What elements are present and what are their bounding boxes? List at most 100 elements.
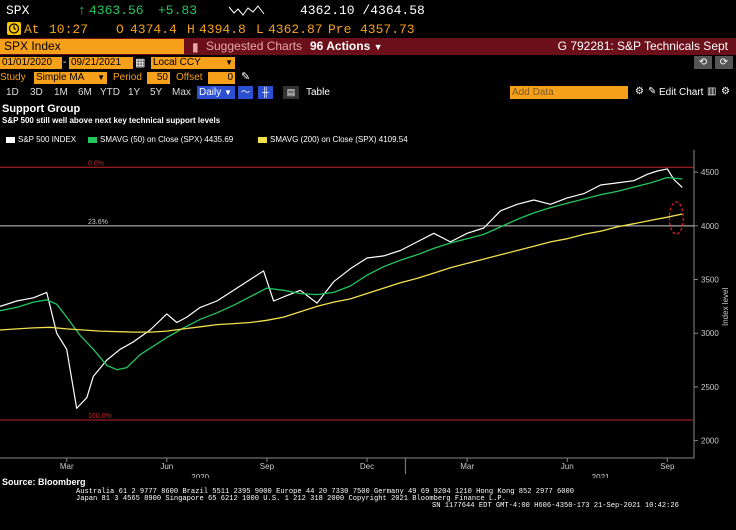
title-bar: SPX Index ▮ Suggested Charts 96 Actions … — [0, 38, 736, 55]
date-separator: - — [63, 57, 67, 68]
y-tick-label: 2000 — [701, 437, 719, 446]
low-value: 4362.87 — [268, 22, 323, 37]
x-tick-label: Jun — [561, 462, 574, 471]
security-tab[interactable]: SPX Index — [0, 39, 184, 54]
price-chart[interactable]: 2000 2500 3000 3500 4000 4500 Index level Mar Ju… — [0, 148, 736, 478]
sparkline-icon — [228, 5, 265, 16]
legend-swatch-sma50 — [88, 137, 97, 143]
range-button-3d[interactable]: 3D — [30, 87, 43, 98]
range-button-6m[interactable]: 6M — [78, 87, 92, 98]
chevron-down-icon: ▼ — [224, 88, 232, 97]
legend-label-spx: S&P 500 INDEX — [18, 135, 77, 144]
range-button-1y[interactable]: 1Y — [128, 87, 141, 98]
chart-icon[interactable]: ▮ — [192, 40, 199, 54]
legend-swatch-spx — [6, 137, 15, 143]
quote-time: 10:27 — [49, 22, 89, 37]
study-value: Simple MA — [36, 72, 85, 83]
ticker-symbol[interactable]: SPX — [6, 3, 30, 18]
pre-value: 4357.73 — [360, 22, 415, 37]
bar-chart-icon: ╫ — [262, 87, 269, 97]
ohlc-row: At 10:27 O 4374.4 H 4394.8 L 4362.87 Pre… — [0, 20, 736, 38]
frequency-select[interactable]: Daily ▼ — [197, 86, 235, 99]
frequency-value: Daily — [199, 87, 222, 98]
offset-input[interactable]: 0 — [208, 72, 235, 84]
ticker-header: SPX ↑ 4363.56 +5.83 4362.10 /4364.58 — [0, 0, 736, 20]
line-chart-icon: 〜 — [240, 87, 250, 97]
pencil-icon[interactable]: ✎ — [241, 71, 251, 83]
date-to-field[interactable]: 09/21/2021 — [69, 57, 133, 69]
fib-level-label: 23.6% — [88, 219, 108, 226]
x-tick-label: Mar — [60, 462, 74, 471]
x-tick-label: Sep — [260, 462, 275, 471]
range-button-1d[interactable]: 1D — [6, 87, 19, 98]
range-button-max[interactable]: Max — [172, 87, 191, 98]
fib-level-label: 0.0% — [88, 160, 104, 167]
y-tick-label: 3000 — [701, 329, 719, 338]
table-icon: ▤ — [286, 87, 296, 97]
bid-ask: 4362.10 /4364.58 — [300, 3, 425, 18]
footer-copyright: Japan 81 3 4565 8900 Singapore 65 6212 1… — [76, 495, 506, 503]
layout-icon[interactable]: ▥ — [707, 86, 717, 97]
legend-label-sma200: SMAVG (200) on Close (SPX) 4109.54 — [270, 135, 408, 144]
study-select[interactable]: Simple MA ▼ — [34, 72, 107, 84]
series-line-spx — [0, 168, 683, 409]
chart-name: G 792281: S&P Technicals Sept — [557, 39, 728, 53]
gear-icon[interactable]: ⚙ — [721, 86, 730, 97]
range-button-ytd[interactable]: YTD — [100, 87, 120, 98]
last-price: 4363.56 — [89, 3, 144, 18]
clock-icon — [7, 22, 21, 35]
settings-icon[interactable]: ⚙ — [635, 86, 644, 97]
footer-contacts: Australia 61 2 9777 8600 Brazil 5511 239… — [76, 488, 575, 496]
edit-icon: ✎ — [648, 86, 657, 97]
range-button-5y[interactable]: 5Y — [150, 87, 163, 98]
y-axis-label: Index level — [721, 288, 730, 326]
highlight-ellipse — [668, 201, 684, 235]
footer-timestamp: SN 1177644 EDT GMT-4:00 H606-4350-173 21… — [432, 502, 679, 510]
year-label: 2021 — [592, 473, 610, 478]
table-button[interactable]: Table — [306, 87, 330, 98]
high-value: 4394.8 — [199, 22, 246, 37]
year-label: 2020 — [191, 473, 209, 478]
suggested-charts-button[interactable]: Suggested Charts — [206, 39, 303, 53]
open-prefix: O — [116, 22, 124, 37]
at-label: At — [24, 22, 40, 37]
table-icon-button[interactable]: ▤ — [283, 86, 299, 99]
calendar-icon[interactable]: ▦ — [135, 57, 146, 69]
y-tick-label: 3500 — [701, 276, 719, 285]
x-tick-label: Sep — [660, 462, 675, 471]
range-button-1m[interactable]: 1M — [54, 87, 68, 98]
edit-chart-button[interactable]: Edit Chart — [659, 87, 704, 98]
up-arrow-icon: ↑ — [78, 3, 86, 18]
period-input[interactable]: 50 — [147, 72, 170, 84]
y-tick-label: 2500 — [701, 383, 719, 392]
currency-select[interactable]: Local CCY ▼ — [151, 57, 235, 69]
legend-swatch-sma200 — [258, 137, 267, 143]
redo-icon: ⟳ — [719, 57, 729, 68]
study-label: Study — [0, 72, 26, 83]
annotation-subtitle: S&P 500 still well above next key techni… — [2, 116, 221, 125]
legend-label-sma50: SMAVG (50) on Close (SPX) 4435.69 — [100, 135, 234, 144]
date-from-field[interactable]: 01/01/2020 — [0, 57, 62, 69]
redo-button[interactable]: ⟳ — [715, 56, 733, 69]
price-change: +5.83 — [158, 3, 198, 18]
actions-number: 96 — [310, 39, 324, 53]
annotation-title: Support Group — [2, 103, 81, 115]
offset-label: Offset — [176, 72, 203, 83]
bar-style-button[interactable]: ╫ — [258, 86, 273, 99]
open-value: 4374.4 — [130, 22, 177, 37]
actions-menu[interactable]: 96 Actions ▼ — [306, 39, 387, 54]
undo-button[interactable]: ⟲ — [694, 56, 712, 69]
pre-prefix: Pre — [328, 22, 352, 37]
chevron-down-icon: ▼ — [225, 58, 233, 67]
x-tick-label: Jun — [160, 462, 173, 471]
x-tick-label: Mar — [460, 462, 474, 471]
chevron-down-icon: ▼ — [373, 42, 383, 52]
series-line-sma50 — [0, 176, 683, 371]
add-data-input[interactable]: Add Data — [510, 86, 628, 99]
series-line-sma200 — [0, 213, 683, 333]
currency-value: Local CCY — [153, 57, 201, 68]
chart-type-button[interactable]: 〜 — [238, 86, 253, 99]
actions-label: Actions — [326, 39, 371, 53]
source-note: Source: Bloomberg — [2, 477, 86, 487]
undo-icon: ⟲ — [698, 57, 708, 68]
